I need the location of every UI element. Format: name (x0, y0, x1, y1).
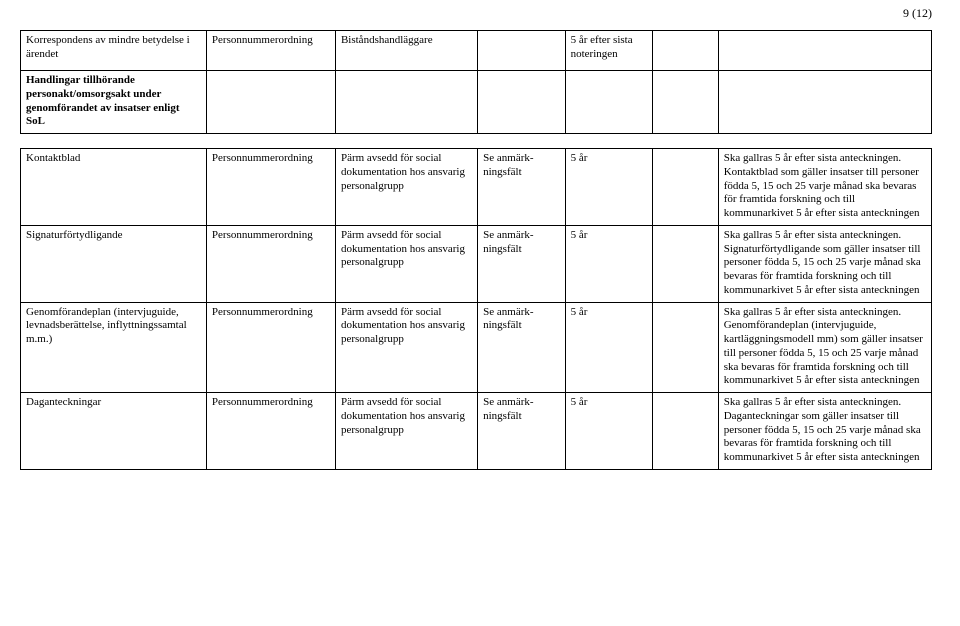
cell: Se anmärk­ningsfält (478, 149, 565, 226)
table-lower: Kontaktblad Personnummerordning Pärm avs… (20, 148, 932, 470)
cell (653, 71, 719, 134)
table-upper: Korrespondens av mindre betydelse i ären… (20, 30, 932, 134)
cell: Pärm avsedd för social dokumentation hos… (335, 149, 477, 226)
cell: Se anmärk­ningsfält (478, 302, 565, 393)
cell: Se anmärk­ningsfält (478, 393, 565, 470)
cell: Personnummerordning (206, 31, 335, 71)
cell: Personnummerordning (206, 225, 335, 302)
cell: Genomförandeplan (intervjuguide, levnads… (21, 302, 207, 393)
cell: Signaturförtydligande (21, 225, 207, 302)
cell (478, 71, 565, 134)
cell (206, 71, 335, 134)
cell (653, 31, 719, 71)
cell: Personnummerordning (206, 149, 335, 226)
cell: Ska gallras 5 år efter sista anteckninge… (718, 393, 931, 470)
cell: Daganteckningar (21, 393, 207, 470)
cell: Se anmärk­ningsfält (478, 225, 565, 302)
cell (653, 302, 719, 393)
cell: 5 år (565, 393, 652, 470)
cell: Ska gallras 5 år efter sista anteckninge… (718, 149, 931, 226)
cell (653, 225, 719, 302)
cell: Kontaktblad (21, 149, 207, 226)
cell (565, 71, 652, 134)
table-row: Korrespondens av mindre betydelse i ären… (21, 31, 932, 71)
table-row: Genomförandeplan (intervjuguide, levnads… (21, 302, 932, 393)
cell (718, 71, 931, 134)
cell: Pärm avsedd för social dokumentation hos… (335, 393, 477, 470)
cell (335, 71, 477, 134)
cell (478, 31, 565, 71)
cell (653, 393, 719, 470)
table-row: Handlingar tillhörande personakt/omsorgs… (21, 71, 932, 134)
table-row: Kontaktblad Personnummerordning Pärm avs… (21, 149, 932, 226)
cell: 5 år (565, 302, 652, 393)
cell: 5 år (565, 225, 652, 302)
cell: Pärm avsedd för social dokumentation hos… (335, 225, 477, 302)
cell: Personnummerordning (206, 393, 335, 470)
cell: Biståndshandläggare (335, 31, 477, 71)
cell: Pärm avsedd för social dokumentation hos… (335, 302, 477, 393)
section-header: Handlingar tillhörande personakt/omsorgs… (21, 71, 207, 134)
table-row: Daganteckningar Personnummerordning Pärm… (21, 393, 932, 470)
cell (718, 31, 931, 71)
table-row: Signaturförtydligande Personnummerordnin… (21, 225, 932, 302)
cell: 5 år (565, 149, 652, 226)
cell (653, 149, 719, 226)
page-number: 9 (12) (903, 6, 932, 21)
cell: Personnummerordning (206, 302, 335, 393)
cell: Ska gallras 5 år efter sista anteckninge… (718, 225, 931, 302)
cell: 5 år efter sista noteringen (565, 31, 652, 71)
cell: Ska gallras 5 år efter sista anteckninge… (718, 302, 931, 393)
cell: Korrespondens av mindre betydelse i ären… (21, 31, 207, 71)
